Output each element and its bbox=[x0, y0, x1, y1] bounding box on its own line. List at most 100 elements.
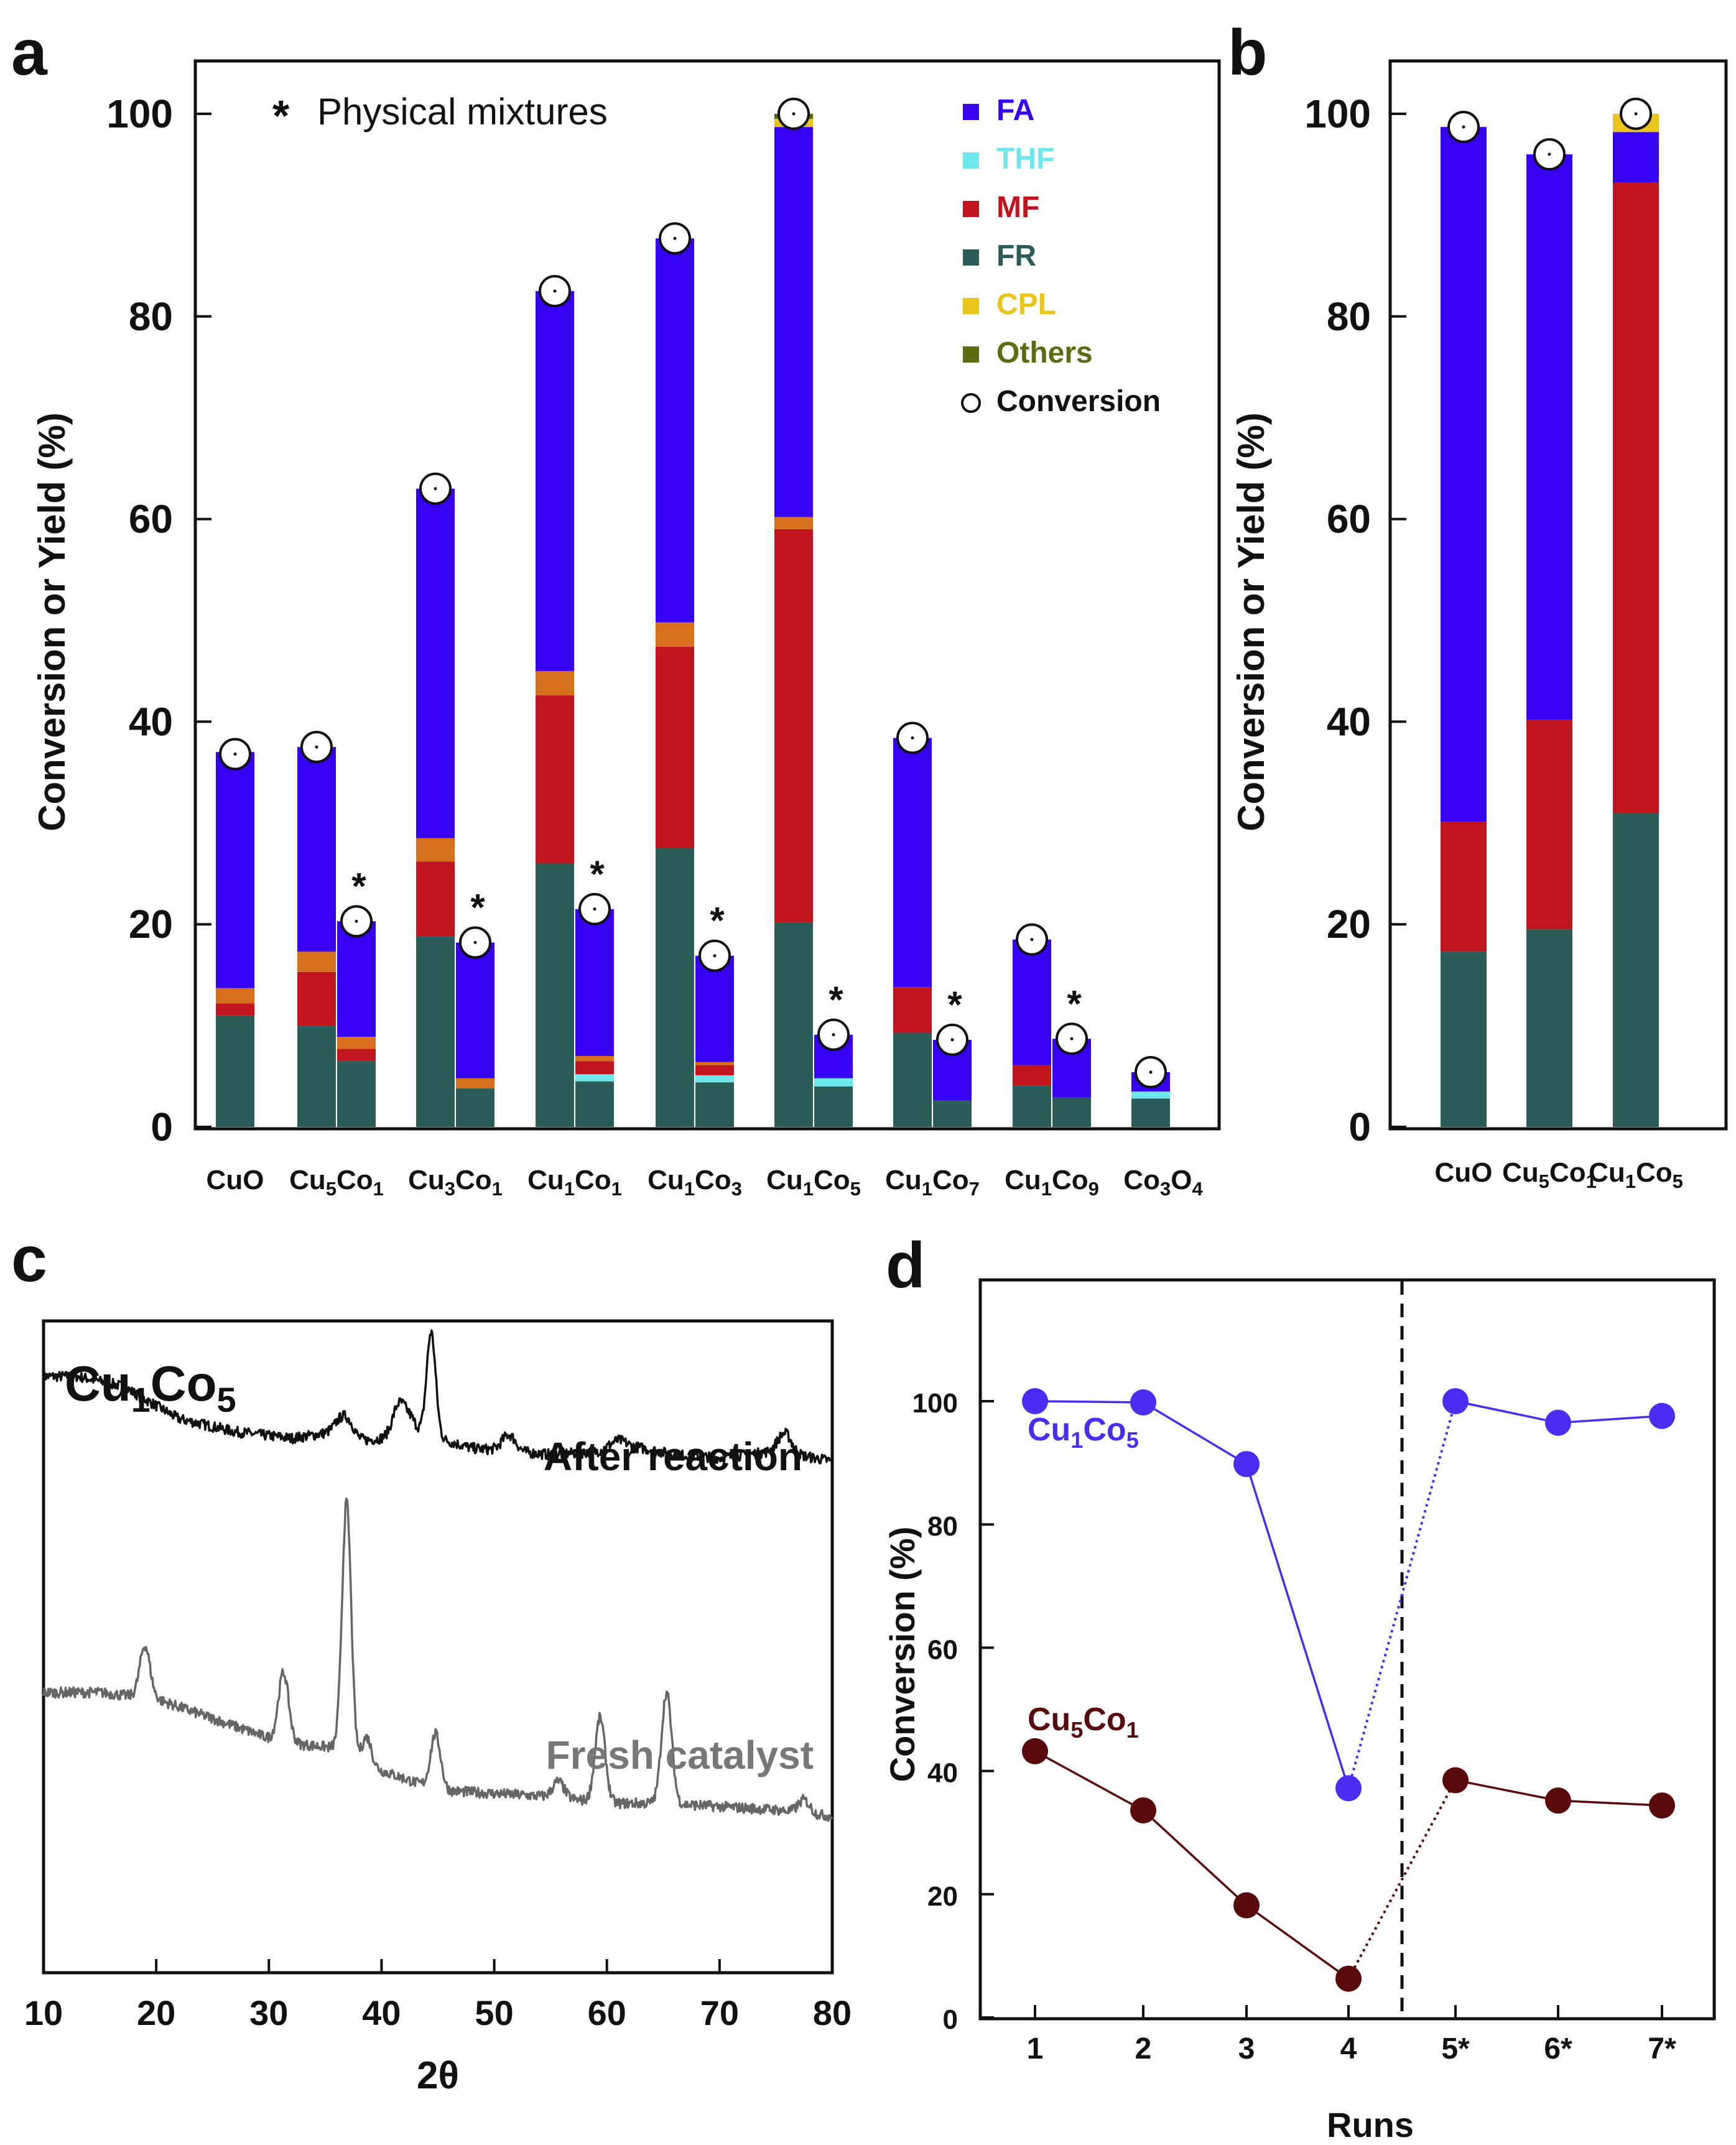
legend-item-thf: THF bbox=[963, 142, 1054, 175]
panel-b-y-tick-labels: 0 20 40 60 80 100 bbox=[1304, 91, 1371, 1149]
conversion-marker-1 bbox=[300, 731, 333, 764]
conversion-marker-7 bbox=[659, 222, 691, 255]
bar-segment-orangeband bbox=[456, 1078, 494, 1089]
bar-segment-fr bbox=[1613, 813, 1659, 1127]
conversion-marker-3-dot bbox=[434, 487, 437, 491]
physical-mixture-asterisk: * bbox=[470, 887, 485, 929]
physical-mixtures-note: * Physical mixtures bbox=[272, 91, 608, 140]
bar-7 bbox=[656, 238, 694, 1127]
legend-label-conversion: Conversion bbox=[996, 385, 1161, 418]
series-segment bbox=[1455, 1400, 1559, 1424]
conversion-marker-9-dot bbox=[792, 112, 796, 116]
panel-b-bars bbox=[1441, 114, 1659, 1127]
panel-d-y-tick-label: 60 bbox=[927, 1634, 958, 1665]
legend-label-others: Others bbox=[996, 336, 1093, 369]
bar-segment-fa bbox=[893, 738, 932, 988]
conversion-marker-14-dot bbox=[1070, 1037, 1074, 1040]
physical-mixtures-text: Physical mixtures bbox=[317, 91, 608, 132]
xrd-line-fresh-catalyst bbox=[42, 1497, 833, 1822]
conversion-marker-10 bbox=[817, 1018, 850, 1051]
conversion-marker-5-dot bbox=[553, 289, 557, 293]
panel-d-series bbox=[1022, 1388, 1675, 1992]
legend-label-thf: THF bbox=[996, 142, 1054, 175]
bar-segment-orangeband bbox=[656, 622, 694, 647]
conversion-marker-2 bbox=[340, 905, 373, 938]
panel-d-plot-frame bbox=[978, 1278, 1716, 2021]
panel-d-x-tick-label: 4 bbox=[1340, 2032, 1357, 2065]
series-segment bbox=[1245, 1463, 1350, 1789]
legend-swatch-thf bbox=[963, 152, 979, 169]
bar-segment-mf bbox=[416, 861, 455, 937]
conversion-marker-7-dot bbox=[673, 236, 677, 240]
panel-d: d Conversion (%) 0 20 40 60 80 100 1 2 3 4 5* 6* 7*… bbox=[883, 1230, 1716, 2144]
panel-d-y-tick-label: 0 bbox=[943, 2004, 958, 2035]
bar-segment-fa bbox=[656, 238, 694, 623]
bar-segment-mf bbox=[1613, 182, 1659, 813]
panel-b-bar-1 bbox=[1526, 154, 1572, 1127]
conversion-marker-2-dot bbox=[355, 919, 358, 923]
panel-c-x-tick-label: 60 bbox=[588, 1993, 626, 2032]
panel-a-x-tick-label: Cu1Co9 bbox=[1005, 1165, 1099, 1200]
bar-segment-fr bbox=[456, 1088, 494, 1127]
bar-segment-mf bbox=[656, 646, 694, 849]
panel-d-x-tick-labels: 1 2 3 4 5* 6* 7* bbox=[1027, 2032, 1676, 2065]
panel-d-y-tick-labels: 0 20 40 60 80 100 bbox=[912, 1388, 958, 2035]
series-connector-dotted bbox=[1347, 1779, 1457, 1980]
panel-b-plot-frame bbox=[1388, 59, 1728, 1131]
panel-d-x-tick-label: 7* bbox=[1648, 2032, 1676, 2065]
panel-a-y-ticks bbox=[195, 113, 211, 1128]
bar-segment-mf bbox=[774, 529, 813, 922]
panel-a-y-tick-labels: 0 20 40 60 80 100 bbox=[106, 91, 173, 1149]
bar-11 bbox=[893, 738, 932, 1127]
bar-segment-fr bbox=[893, 1032, 932, 1127]
data-point-run-2 bbox=[1130, 1797, 1156, 1824]
panel-b-y-ticks bbox=[1390, 113, 1406, 1128]
panel-c-x-tick-label: 70 bbox=[700, 1993, 739, 2032]
legend-item-cpl: CPL bbox=[963, 288, 1056, 321]
bar-segment-fa bbox=[774, 127, 813, 517]
panel-c-x-tick-label: 10 bbox=[24, 1993, 63, 2032]
panel-b-y-tick-label: 0 bbox=[1348, 1105, 1371, 1149]
legend-label-fa: FA bbox=[996, 94, 1034, 127]
conversion-marker-8 bbox=[699, 939, 731, 972]
data-point-run-6-star bbox=[1545, 1409, 1571, 1436]
physical-mixture-asterisk: * bbox=[351, 865, 366, 907]
series-label-cu5co1: Cu5Co1 bbox=[1028, 1702, 1139, 1743]
panel-b-bar-0 bbox=[1441, 127, 1487, 1127]
panel-d-x-tick-label: 2 bbox=[1135, 2032, 1152, 2065]
panel-c-sample-label: Cu1Co5 bbox=[65, 1356, 236, 1419]
bar-segment-thf bbox=[695, 1075, 734, 1083]
bar-segment-mf bbox=[1013, 1065, 1051, 1086]
bar-segment-mf bbox=[216, 1003, 254, 1016]
bar-segment-fa bbox=[456, 942, 494, 1078]
bar-segment-fr bbox=[656, 848, 694, 1127]
series-segment bbox=[1245, 1904, 1350, 1980]
panel-b-y-tick-label: 40 bbox=[1327, 699, 1371, 744]
panel-d-y-tick-label: 100 bbox=[912, 1388, 958, 1419]
bar-segment-orangeband bbox=[416, 838, 455, 862]
bar-segment-orangeband bbox=[536, 670, 574, 696]
panel-a-y-tick-label: 100 bbox=[106, 91, 173, 136]
bar-0 bbox=[216, 752, 254, 1127]
bar-4-physical-mixture bbox=[456, 942, 494, 1127]
bar-3 bbox=[416, 488, 455, 1127]
panel-label-b: b bbox=[1228, 17, 1268, 89]
conversion-marker-13-dot bbox=[1030, 938, 1034, 942]
panel-d-x-tick-label: 6* bbox=[1544, 2032, 1572, 2065]
series-segment bbox=[1143, 1401, 1247, 1465]
xrd-line-after-reaction bbox=[42, 1329, 833, 1465]
series-segment bbox=[1034, 1400, 1144, 1404]
bar-6-physical-mixture bbox=[575, 909, 614, 1127]
bar-segment-fa bbox=[297, 747, 336, 952]
bar-segment-mf bbox=[695, 1065, 734, 1075]
panel-a-bars bbox=[216, 114, 1170, 1127]
panel-a-x-tick-labels: CuO Cu5Co1 Cu3Co1 Cu1Co1 Cu1Co3 Cu1Co5 Cu1Co7 C… bbox=[207, 1165, 1204, 1200]
panel-a-x-tick-label: CuO bbox=[207, 1165, 264, 1195]
panel-b-y-axis-title: Conversion or Yield (%) bbox=[1230, 412, 1272, 831]
bar-segment-fa bbox=[695, 955, 734, 1062]
bar-segment-fr bbox=[1131, 1098, 1170, 1127]
bar-segment-orangeband bbox=[695, 1062, 734, 1065]
panel-a-x-tick-label: Cu5Co1 bbox=[289, 1165, 384, 1200]
